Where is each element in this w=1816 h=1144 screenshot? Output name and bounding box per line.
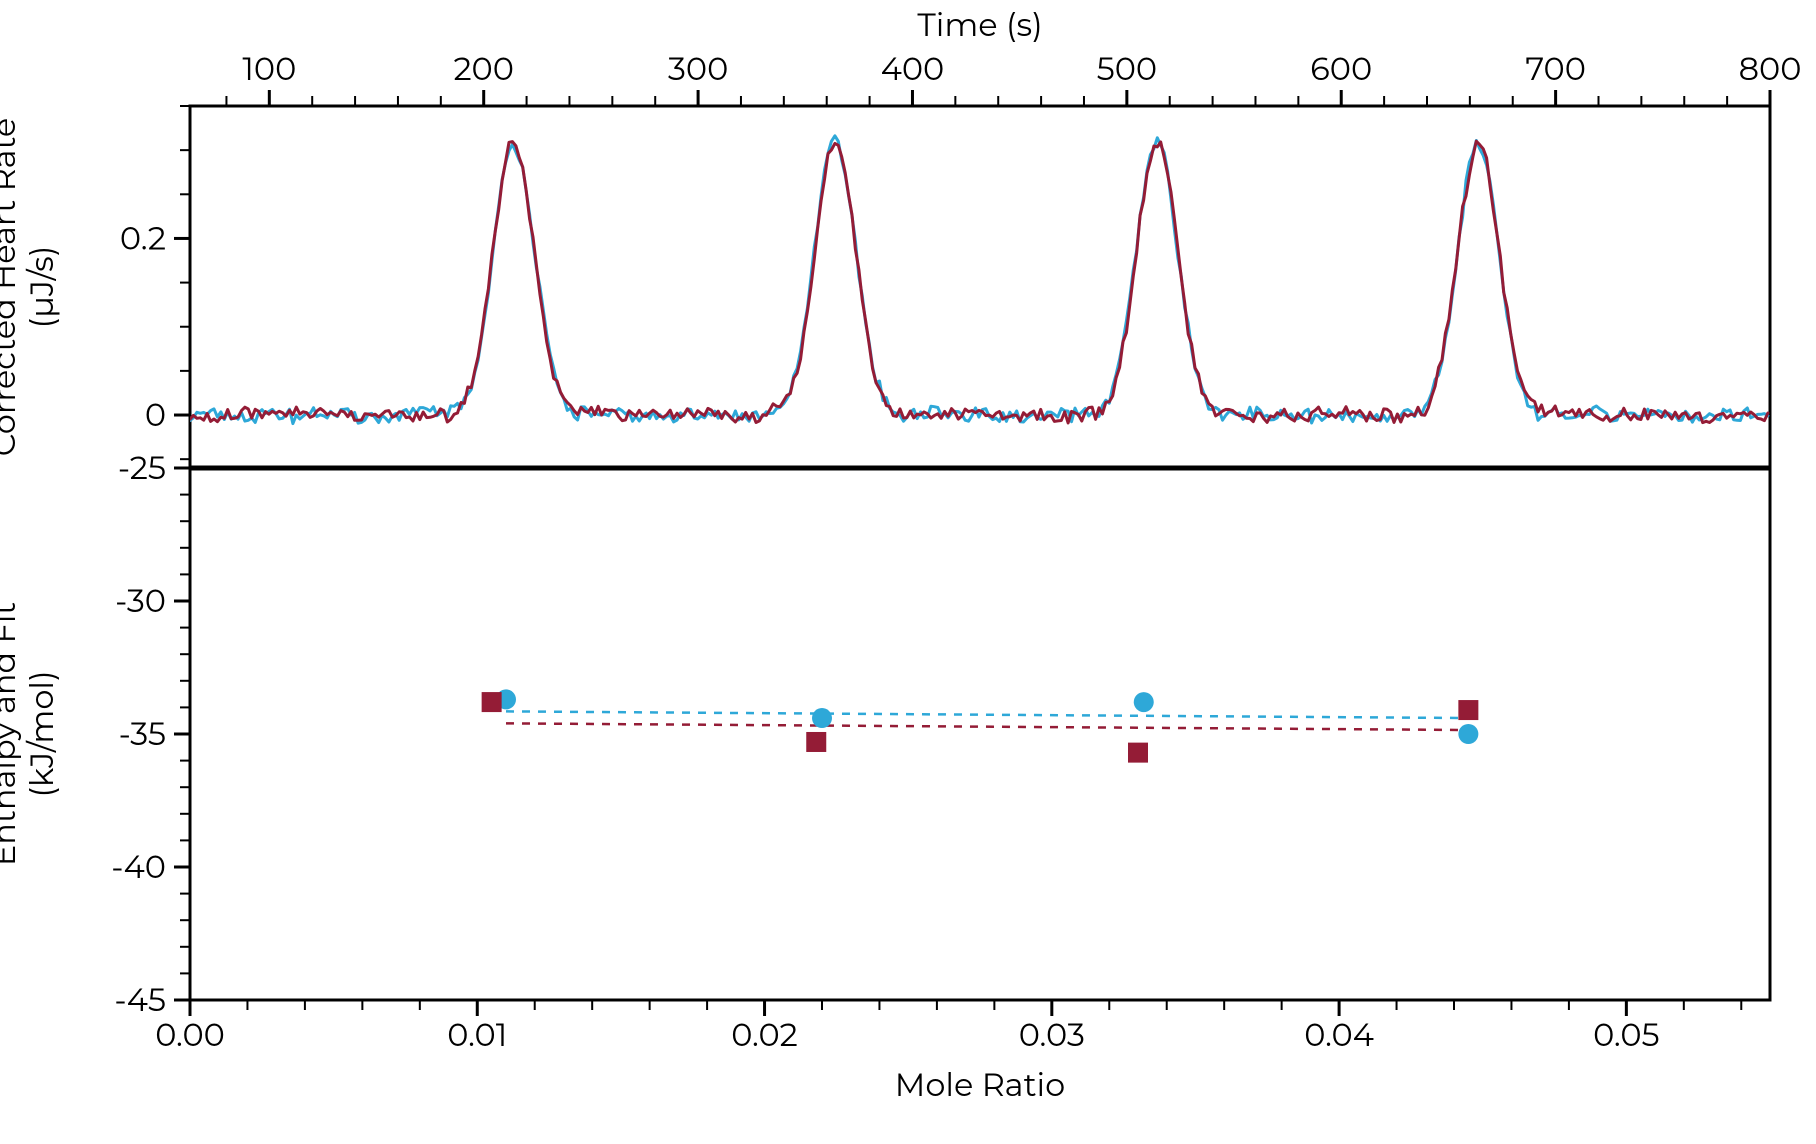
bottom-y-tick-label: -30 [115,582,166,621]
bottom-x-tick-label: 0.03 [1019,1016,1085,1055]
bottom-x-axis: 0.00 0.01 0.02 0.03 0.04 0.05 [155,1000,1741,1055]
fit-line-blue [506,711,1468,718]
fit-line-red [506,723,1468,730]
top-x-axis-label: Time (s) [917,6,1042,45]
top-y-axis: 00.2 [120,106,190,459]
bottom-x-axis-label: Mole Ratio [895,1066,1065,1105]
marker-red [482,692,502,712]
itc-figure: 100200300400500600700800Time (s)00.2Corr… [0,0,1816,1144]
bottom-panel-frame [190,468,1770,1000]
top-x-tick-label: 400 [881,50,945,89]
bottom-x-tick-label: 0.04 [1304,1016,1374,1055]
bottom-y-axis-label: Enthalpy and Fit(kJ/mol) [0,602,62,866]
marker-red [1128,743,1148,763]
marker-red [806,732,826,752]
top-y-tick-label: 0 [145,396,166,435]
trace-red [190,141,1768,423]
top-x-tick-label: 600 [1310,50,1372,89]
bottom-y-tick-label: -40 [111,848,166,887]
bottom-x-tick-label: 0.00 [155,1016,225,1055]
bottom-x-tick-label: 0.02 [731,1016,798,1055]
top-traces [190,136,1768,424]
bottom-y-tick-label: -25 [118,449,166,488]
bottom-y-tick-label: -45 [114,981,166,1020]
marker-blue [812,708,832,728]
bottom-x-tick-label: 0.01 [447,1016,507,1055]
top-x-tick-label: 100 [242,50,296,89]
top-y-axis-label: Corrected Heart Rate(μJ/s) [0,118,62,456]
top-x-tick-label: 800 [1739,50,1802,89]
bottom-y-tick-label: -35 [119,715,166,754]
top-x-tick-label: 500 [1097,50,1157,89]
top-x-tick-label: 200 [453,50,513,89]
top-x-tick-label: 700 [1525,50,1586,89]
bottom-y-axis: -25 -30 -35 -40 -45 [111,449,190,1020]
top-y-tick-label: 0.2 [120,219,166,258]
trace-blue [190,136,1768,424]
marker-blue [1458,724,1478,744]
top-x-axis: 100 200 300 400 500 600 700 800 [226,50,1801,106]
marker-red [1458,700,1478,720]
top-x-tick-label: 300 [668,50,728,89]
bottom-x-tick-label: 0.05 [1593,1016,1660,1055]
marker-blue [1134,692,1154,712]
